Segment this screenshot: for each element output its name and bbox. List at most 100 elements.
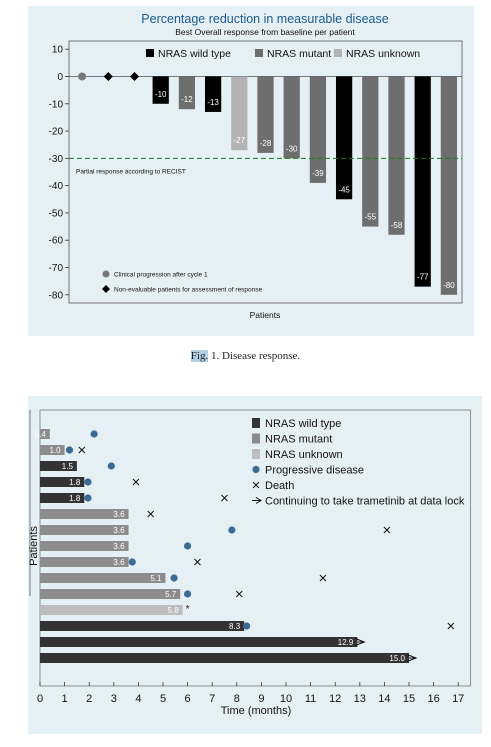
marker-circle [78,72,87,81]
bar [388,76,405,235]
death-marker [383,526,391,534]
death-marker [319,574,327,582]
x-tick-label: 1 [62,693,68,705]
legend-circle-icon [102,270,110,278]
marker-diamond [103,71,113,81]
x-tick-label: 2 [86,693,92,705]
x-tick-label: 17 [452,693,464,705]
duration-bar [40,493,85,503]
bar [178,76,196,110]
progressive-disease-marker [90,430,98,438]
legend-swatch [255,49,263,57]
bar [231,76,248,151]
death-marker [78,446,86,454]
bar-label: -80 [443,281,455,290]
duration-label: 3.6 [113,510,125,519]
duration-bar [40,573,166,583]
duration-label: 5.7 [165,590,177,599]
bar [257,76,274,153]
legend-swatch [252,449,260,459]
marker-legend-label: Clinical progression after cycle 1 [114,272,208,279]
legend-label: NRAS wild type [265,418,341,430]
death-marker [447,622,455,630]
bar [335,76,353,200]
marker-diamond [130,71,139,81]
bar [152,76,169,104]
bar-label: -30 [286,144,298,153]
y-tick-label: -40 [49,181,64,192]
bar [440,76,458,295]
duration-label: 3.6 [113,558,125,567]
legend-label: NRAS mutant [265,434,332,446]
waterfall-chart: Percentage reduction in measurable disea… [49,12,463,320]
y-tick-label: -80 [49,290,64,301]
duration-label: 0.4 [35,430,47,439]
bar-label: -45 [338,185,350,194]
y-tick-label: -10 [49,99,64,110]
x-tick-label: 7 [209,693,215,705]
bar [309,76,327,183]
bar [362,76,379,227]
duration-bar [40,509,129,519]
progressive-disease-marker [84,478,92,486]
legend-label: Death [265,480,294,492]
continuing-arrow [355,638,366,646]
waterfall-chart-panel: Percentage reduction in measurable disea… [28,6,474,336]
legend-swatch [252,418,260,428]
y-tick-label: -20 [49,127,64,138]
bar-label: -27 [234,136,246,145]
x-tick-label: 14 [378,693,390,705]
duration-bar [40,589,181,599]
x-tick-label: 11 [305,693,316,705]
death-marker [194,558,201,566]
legend-swatch [334,49,342,57]
duration-label: 1.8 [69,478,81,487]
bar-label: -58 [391,221,403,230]
legend-label: NRAS mutant [267,48,331,60]
legend-swatch [146,49,154,57]
duration-label: 3.6 [113,526,125,535]
legend-label: NRAS unknown [346,48,420,60]
duration-bar [40,477,85,487]
y-tick-label: -60 [49,236,64,247]
duration-bar [40,653,409,663]
duration-label: 8.3 [229,622,241,631]
duration-label: 1.5 [62,462,74,471]
progressive-disease-marker [184,590,192,598]
death-marker [147,510,155,518]
duration-bar [40,557,129,567]
reference-line-label: Partial response according to RECIST [76,168,186,175]
continuing-arrow [406,654,418,662]
x-tick-label: 10 [280,693,292,705]
duration-label: 1.0 [49,446,61,455]
x-tick-label: 8 [234,693,240,705]
legend-pd-icon [252,465,260,474]
x-tick-label: 4 [135,693,141,705]
x-tick-label: 12 [329,693,341,705]
y-tick-label: 10 [52,45,64,56]
bar-label: -10 [155,90,167,99]
duration-bar [40,541,129,551]
duration-bar [40,461,77,471]
duration-bar [40,445,65,455]
chart-subtitle: Best Overall response from baseline per … [175,27,355,37]
duration-label: 5.1 [150,574,162,583]
progressive-disease-marker [184,542,192,550]
footnote-star: * [186,604,190,615]
duration-label: 1.8 [69,494,81,503]
progressive-disease-marker [228,526,236,534]
death-marker [221,494,228,502]
bar [283,76,300,159]
x-tick-label: 0 [37,693,43,705]
chart-title: Percentage reduction in measurable disea… [141,12,388,26]
y-tick-label: -70 [49,263,64,274]
duration-label: 5.8 [168,606,180,615]
marker-legend-label: Non-evaluable patients for assessment of… [114,287,263,294]
bar [204,76,222,112]
duration-label: 15.0 [389,654,405,663]
progressive-disease-marker [128,558,136,566]
legend-label: NRAS unknown [265,449,343,461]
caption-text: 1. Disease response. [208,350,301,362]
plot-frame [68,40,463,304]
legend-diamond-icon [102,285,110,293]
